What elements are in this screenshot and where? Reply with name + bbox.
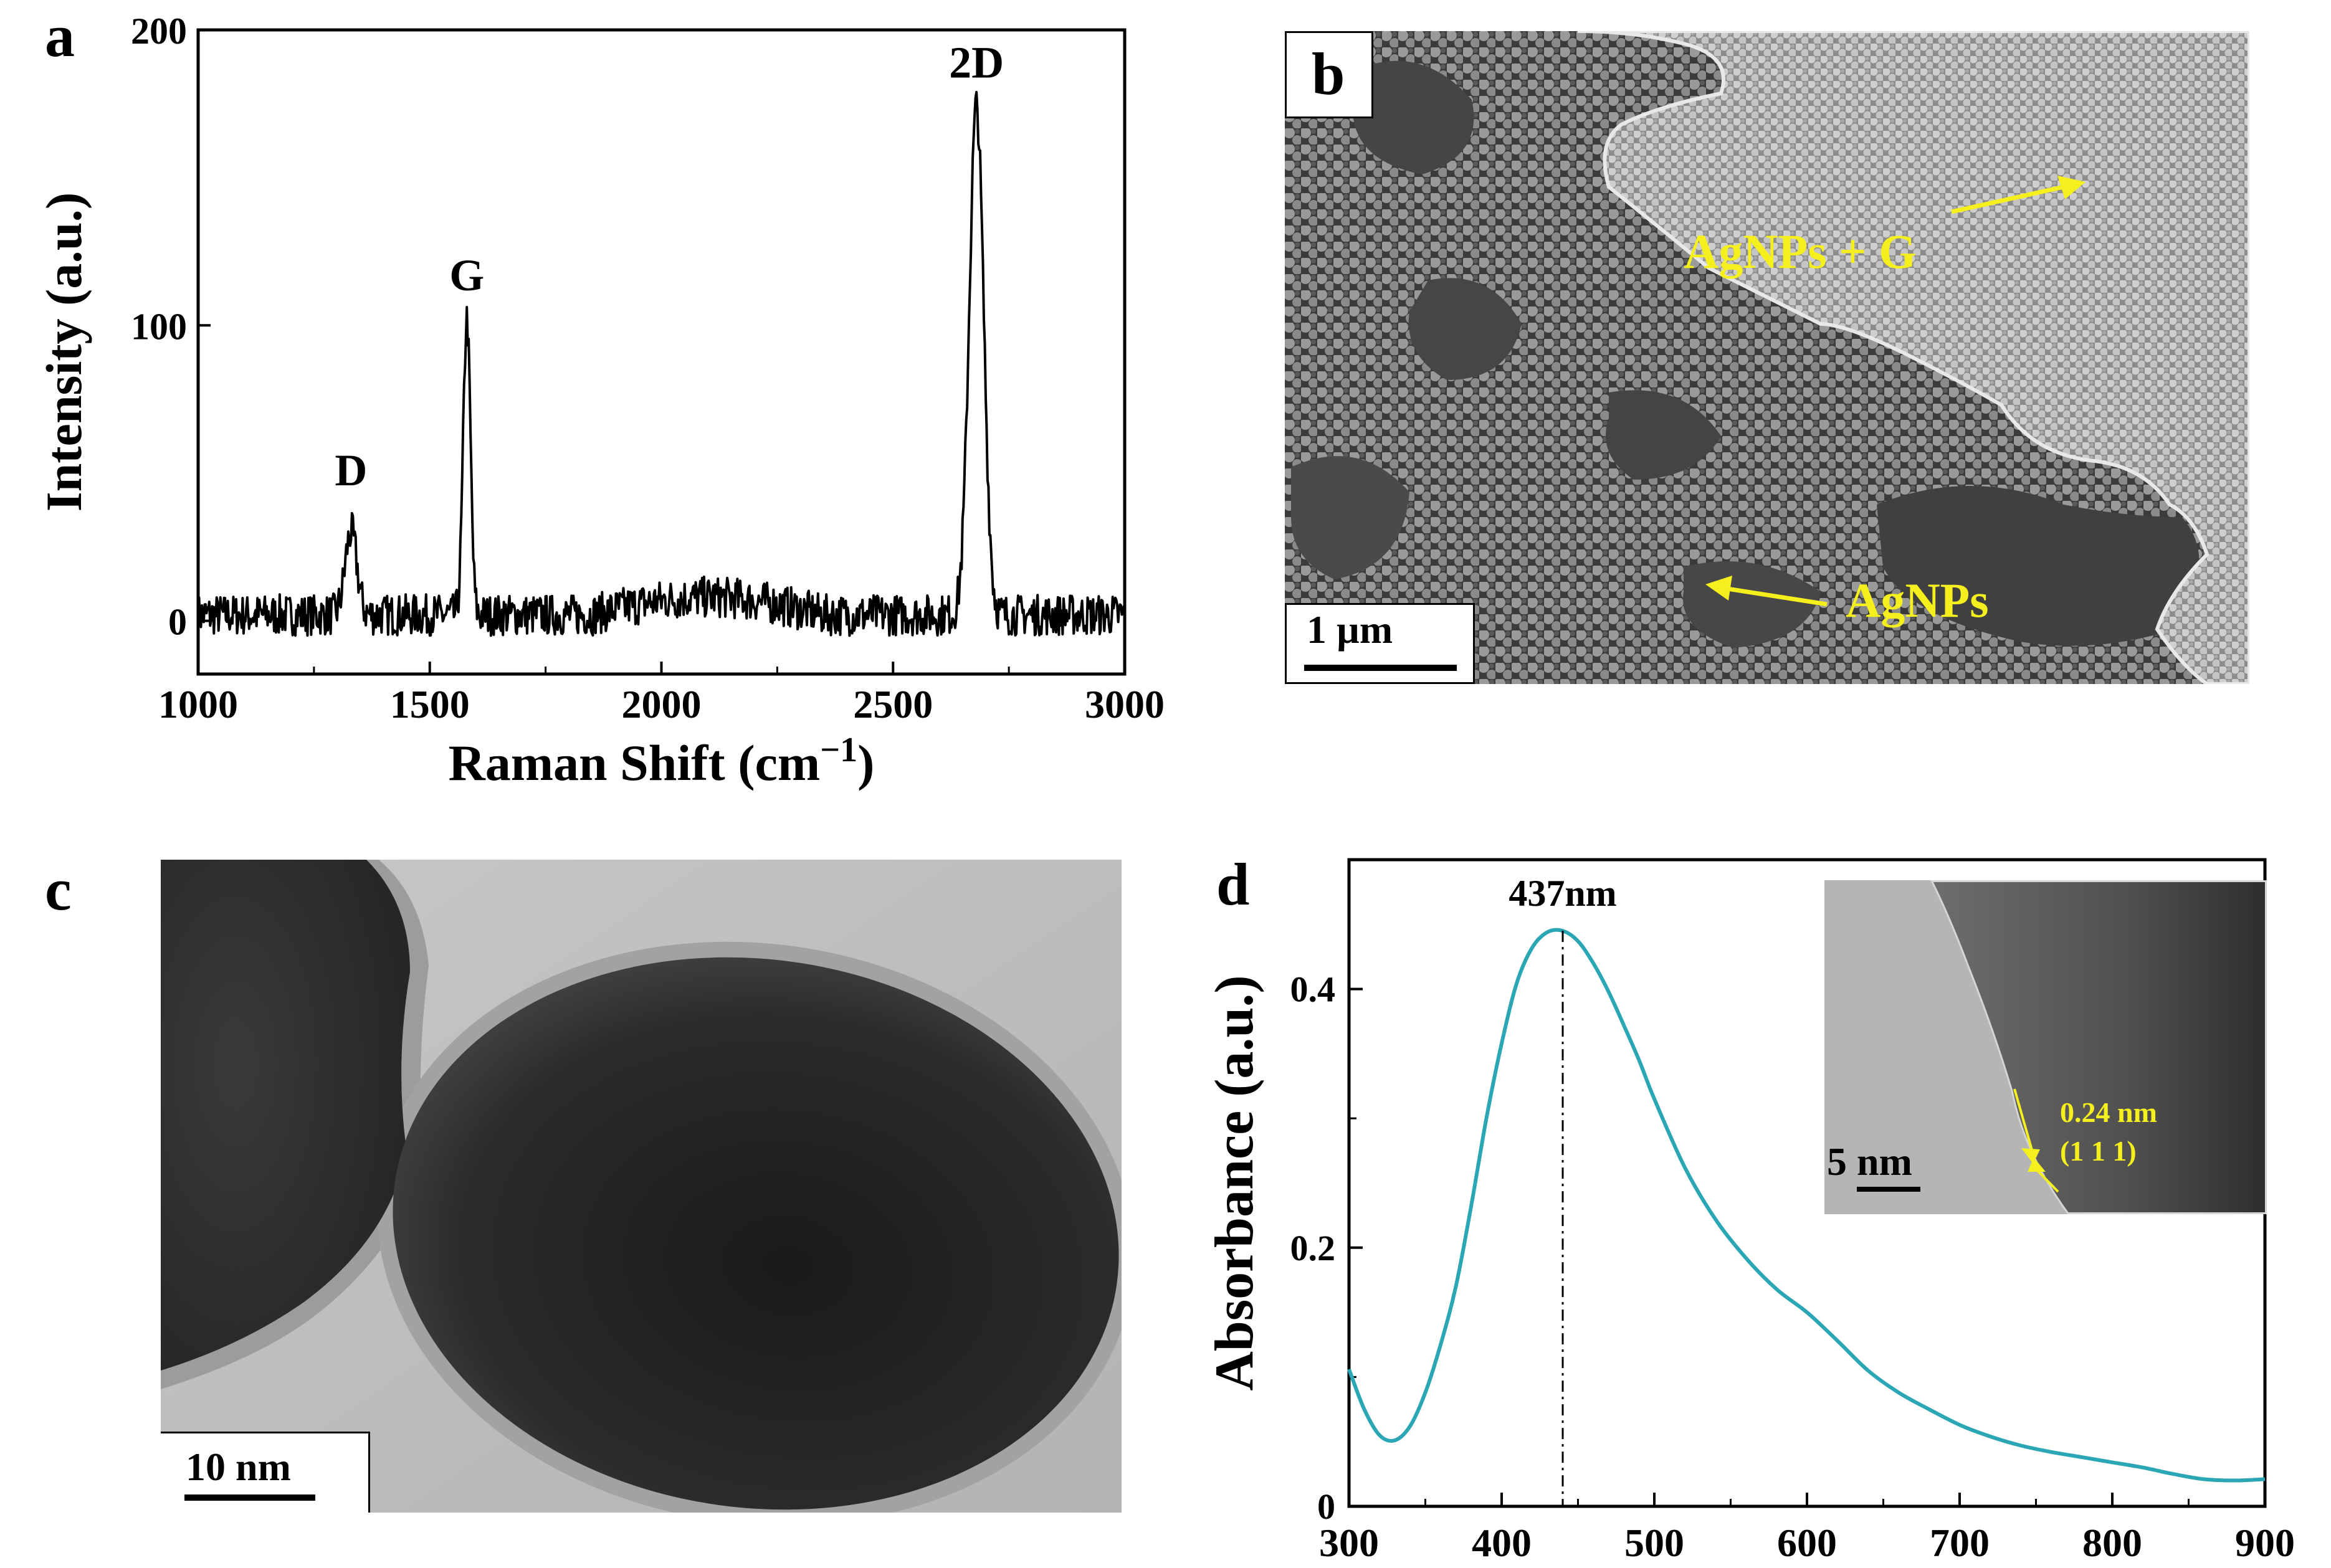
scale-label-b: 1 µm xyxy=(1307,607,1393,652)
scale-bar-line-c xyxy=(184,1494,315,1501)
label-agnps: AgNPs xyxy=(1846,573,1989,627)
tem-image: 10 nm xyxy=(161,860,1122,1513)
x-tick-label-d: 400 xyxy=(1472,1521,1532,1565)
panel-b-letter-box: b xyxy=(1285,31,1373,118)
y-axis-title-d: Absorbance (a.u.) xyxy=(1204,975,1265,1390)
x-tick-label-a: 3000 xyxy=(1085,682,1165,726)
panel-c-letter: c xyxy=(45,856,72,923)
sem-micrograph xyxy=(1285,31,2249,684)
scale-bar-line-b xyxy=(1304,665,1457,671)
y-tick-label-d: 0.4 xyxy=(1290,969,1336,1010)
inset-plane: (1 1 1) xyxy=(2060,1135,2137,1167)
label-agnps-g: AgNPs + G xyxy=(1684,224,1917,278)
absorbance-chart: 300 400 500 600 700 800 900 0 0.2 0.4 437nm Absorb… xyxy=(1204,858,2295,1565)
scale-label-c: 10 nm xyxy=(186,1445,291,1489)
x-tick-label-a: 2000 xyxy=(622,682,702,726)
y-tick-label-d: 0.2 xyxy=(1290,1228,1336,1268)
y-tick-label-a: 0 xyxy=(168,602,187,643)
x-tick-label-a: 1500 xyxy=(390,682,470,726)
inset-d-spacing: 0.24 nm xyxy=(2060,1096,2157,1128)
x-tick-label-d: 300 xyxy=(1319,1521,1379,1565)
peak-label-g: G xyxy=(449,250,484,300)
y-tick-label-a: 200 xyxy=(131,11,187,52)
raman-chart: 1000 1500 2000 2500 3000 0 100 200 D G 2D Raman Sh… xyxy=(36,11,1165,791)
hrtem-micrograph xyxy=(1824,880,2267,1214)
scale-bar-b: 1 µm xyxy=(1285,603,1475,684)
scale-bar-c: 10 nm xyxy=(161,1432,370,1513)
x-tick-label-d: 700 xyxy=(1930,1521,1990,1565)
tem-micrograph xyxy=(161,860,1122,1513)
x-tick-label-d: 600 xyxy=(1777,1521,1837,1565)
panel-d-letter: d xyxy=(1216,851,1250,918)
y-tick-label-d: 0 xyxy=(1317,1486,1335,1527)
panel-a-letter: a xyxy=(45,2,75,69)
absorbance-series-line xyxy=(1347,928,2266,1483)
x-tick-label-d: 500 xyxy=(1624,1521,1684,1565)
sem-image: AgNPs + G AgNPs b 1 µm xyxy=(1285,31,2249,684)
x-axis-title-a: Raman Shift (cm−1) xyxy=(449,731,875,791)
x-tick-label-d: 900 xyxy=(2235,1521,2295,1565)
inset-scale-label: 5 nm xyxy=(1827,1139,1912,1184)
raman-series-line xyxy=(197,90,1126,637)
panel-b-letter: b xyxy=(1312,40,1345,107)
peak-label-2d: 2D xyxy=(949,37,1004,87)
peak-label-437: 437nm xyxy=(1509,873,1616,914)
x-tick-label-a: 1000 xyxy=(158,682,238,726)
hrtem-inset: 5 nm 0.24 nm (1 1 1) xyxy=(1824,880,2267,1214)
y-axis-title-a: Intensity (a.u.) xyxy=(36,192,92,512)
peak-label-d: D xyxy=(335,445,367,495)
x-tick-label-d: 800 xyxy=(2082,1521,2142,1565)
y-tick-label-a: 100 xyxy=(131,306,187,347)
x-tick-label-a: 2500 xyxy=(853,682,933,726)
